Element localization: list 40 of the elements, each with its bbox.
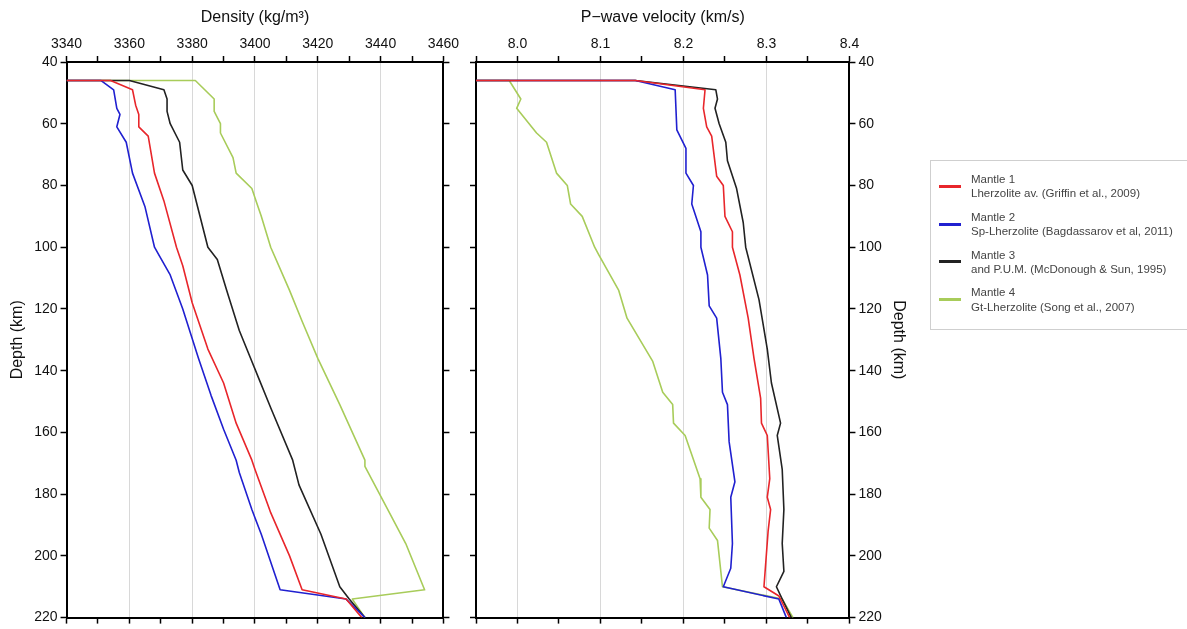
x-tick-label: 8.2	[673, 35, 694, 52]
y-tick-label: 160	[34, 423, 58, 440]
x-tick-label: 3360	[113, 35, 146, 52]
x-tick-label: 3420	[302, 35, 334, 52]
y-tick-label: 80	[41, 176, 58, 193]
x-tick-label: 3440	[365, 35, 397, 52]
x-tick-label: 3340	[50, 35, 83, 52]
y-tick-label: 220	[34, 608, 58, 625]
y-tick-label: 200	[34, 546, 58, 563]
y-tick-label: 160	[858, 423, 883, 440]
y-tick-label: 140	[34, 361, 58, 378]
x-tick-label: 8.0	[507, 35, 528, 52]
y-tick-label: 80	[858, 176, 875, 193]
y-tick-label: 60	[41, 114, 58, 131]
x-tick-label: 3460	[427, 35, 460, 52]
x-axis-title: Density (kg/m³)	[200, 8, 310, 26]
y-tick-label: 200	[858, 546, 883, 563]
x-tick-label: 3380	[176, 35, 208, 52]
y-tick-label: 180	[34, 484, 58, 501]
y-tick-label: 140	[858, 361, 883, 378]
y-tick-label: 40	[858, 52, 875, 69]
y-tick-label: 100	[34, 238, 58, 255]
y-axis-title: Depth (km)	[8, 300, 26, 380]
x-tick-label: 8.1	[590, 35, 611, 52]
x-tick-label: 8.4	[839, 35, 860, 52]
x-tick-label: 8.3	[756, 35, 777, 52]
y-tick-label: 120	[858, 299, 883, 316]
y-tick-label: 120	[34, 299, 58, 316]
legend-label: Mantle 4 Gt-Lherzolite (Song et al., 2007)	[971, 285, 1135, 314]
legend-label: Mantle 3 and P.U.M. (McDonough & Sun, 1995)	[971, 247, 1167, 277]
x-axis-title: P−wave velocity (km/s)	[580, 8, 745, 26]
legend-label: Mantle 2 Sp-Lherzolite (Bagdassarov et al, 2011)	[971, 209, 1173, 239]
y-tick-label: 100	[858, 238, 883, 255]
y-tick-label: 220	[858, 608, 883, 625]
y-tick-label: 60	[858, 114, 875, 131]
y-axis-title: Depth (km)	[890, 300, 908, 380]
legend-label: Mantle 1 Lherzolite av. (Griffin et al., 2009)	[971, 172, 1140, 201]
y-tick-label: 40	[41, 52, 58, 69]
x-tick-label: 3400	[239, 35, 271, 52]
y-tick-label: 180	[858, 484, 883, 501]
